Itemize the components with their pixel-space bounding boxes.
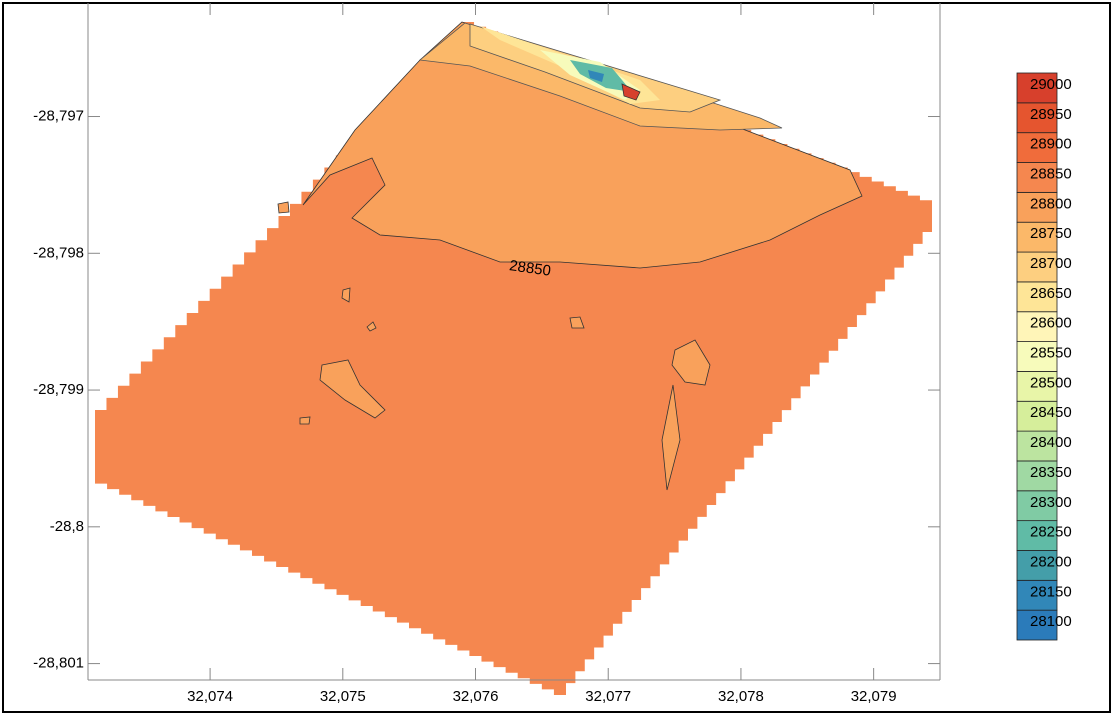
colorbar-label: 28800: [1030, 195, 1072, 212]
colorbar-swatch: [1016, 221, 1058, 253]
region: [302, 21, 863, 269]
colorbar-label: 28200: [1030, 553, 1072, 570]
colorbar-label: 28400: [1030, 434, 1072, 451]
y-tick-label: -28,798: [33, 244, 84, 261]
y-tick-label: -28,799: [33, 381, 84, 398]
colorbar-swatch: [1016, 191, 1058, 223]
colorbar-label: 28700: [1030, 255, 1072, 272]
y-tick-label: -28,801: [33, 655, 84, 672]
x-tick-label: 32,076: [453, 688, 499, 705]
colorbar-label: 28900: [1030, 136, 1072, 153]
colorbar-label: 29000: [1030, 76, 1072, 93]
region: [341, 287, 351, 303]
y-tick-label: -28,797: [33, 107, 84, 124]
colorbar-swatch: [1016, 490, 1058, 522]
colorbar: 28100 28150 28200 28250 28300 28350 28400 28450…: [1016, 72, 1072, 641]
region: [671, 339, 711, 386]
colorbar-label: 28150: [1030, 583, 1072, 600]
contour-label: 28850: [508, 257, 552, 280]
colorbar-swatch: [1016, 341, 1058, 372]
colorbar-label: 28550: [1030, 345, 1072, 362]
colorbar-swatch: [1016, 281, 1058, 313]
colorbar-swatch: [1016, 460, 1058, 492]
region: [588, 70, 604, 82]
colorbar-label: 28600: [1030, 315, 1072, 332]
region: [299, 416, 311, 425]
x-tick-label: 32,075: [320, 688, 366, 705]
colorbar-label: 28500: [1030, 374, 1072, 391]
colorbar-swatch: [1016, 520, 1058, 551]
x-tick-label: 32,079: [851, 688, 897, 705]
colorbar-label: 28300: [1030, 494, 1072, 511]
colorbar-label: 28350: [1030, 464, 1072, 481]
region: [366, 321, 377, 332]
x-tick-label: 32,074: [187, 688, 233, 705]
region: [569, 316, 585, 329]
colorbar-label: 28650: [1030, 285, 1072, 302]
region: [277, 201, 290, 214]
colorbar-swatch: [1016, 251, 1058, 283]
colorbar-label: 28850: [1030, 165, 1072, 182]
colorbar-label: 28250: [1030, 524, 1072, 541]
x-tick-label: 32,077: [585, 688, 631, 705]
colorbar-swatch: [1016, 311, 1058, 342]
colorbar-swatch: [1016, 102, 1058, 134]
axes: 32,074 32,075 32,076 32,077 32,078 32,079 -28,…: [33, 3, 941, 705]
map-area: 28850: [95, 21, 932, 695]
colorbar-swatch: [1016, 609, 1058, 641]
colorbar-swatch: [1016, 550, 1058, 581]
colorbar-label: 28100: [1030, 613, 1072, 630]
region: [621, 83, 641, 101]
colorbar-label: 28750: [1030, 225, 1072, 242]
colorbar-swatch: [1016, 72, 1058, 104]
colorbar-swatch: [1016, 579, 1058, 611]
y-tick-label: -28,8: [50, 518, 84, 535]
colorbar-label: 28450: [1030, 404, 1072, 421]
x-tick-label: 32,078: [718, 688, 764, 705]
region: [319, 359, 386, 419]
region: [661, 384, 681, 491]
colorbar-label: 28950: [1030, 106, 1072, 123]
colorbar-swatch: [1016, 371, 1058, 402]
